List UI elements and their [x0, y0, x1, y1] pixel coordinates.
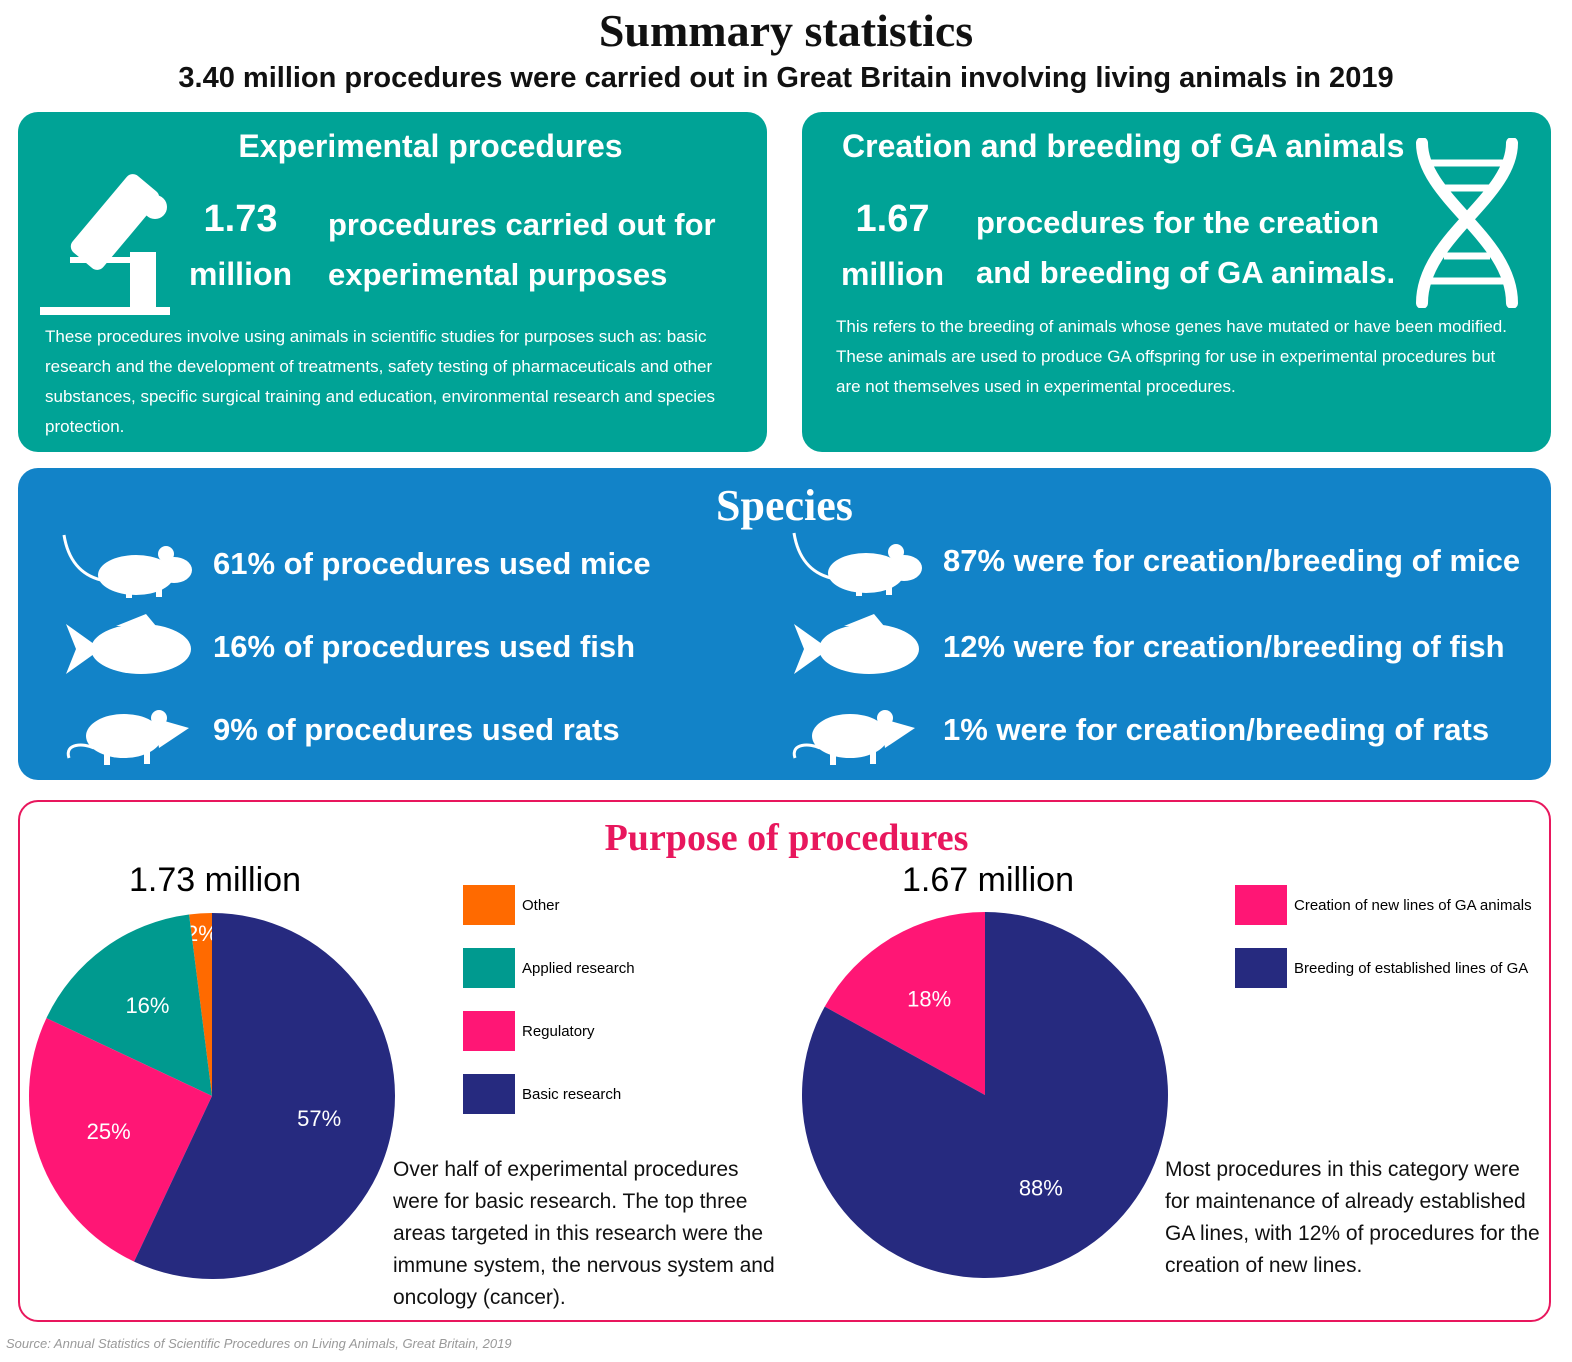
species-item: 12% were for creation/breeding of fish — [943, 629, 1505, 664]
legend-label: Breeding of established lines of GA — [1294, 960, 1528, 977]
experimental-panel: Experimental procedures 1.73 million pro… — [18, 112, 767, 452]
microscope-icon — [40, 174, 170, 315]
heading: Purpose of procedures — [604, 817, 969, 859]
unit: million — [840, 256, 945, 292]
slice-label: 57% — [297, 1106, 341, 1131]
number: 1.73 — [203, 198, 278, 240]
note: Over half of experimental procedures wer… — [393, 1158, 775, 1309]
pie-slice — [802, 912, 1168, 1278]
dna-icon — [1416, 138, 1518, 308]
title: Summary statistics — [598, 5, 974, 56]
slice-label: 25% — [87, 1119, 131, 1144]
number: 1.67 — [855, 198, 930, 240]
subtitle: 3.40 million procedures were carried out… — [178, 62, 1394, 94]
legend-swatch — [463, 1074, 515, 1114]
summary: procedures for the creation and breeding… — [976, 205, 1396, 290]
source: Source: Annual Statistics of Scientific … — [6, 1336, 512, 1351]
slice-label: 88% — [1019, 1175, 1063, 1200]
summary: procedures carried out for experimental … — [328, 207, 716, 292]
species-panel: Species 61% of procedures used mice 16% … — [18, 468, 1551, 780]
pie-title: 1.73 million — [129, 861, 301, 899]
ga-panel: Creation and breeding of GA animals 1.67… — [802, 112, 1551, 452]
legend-label: Creation of new lines of GA animals — [1294, 897, 1532, 914]
legend-swatch — [463, 1011, 515, 1051]
legend-swatch — [1235, 885, 1287, 925]
species-item: 61% of procedures used mice — [213, 546, 651, 581]
species-item: 9% of procedures used rats — [213, 712, 620, 747]
pie-slice — [46, 914, 212, 1096]
heading: Creation and breeding of GA animals — [842, 128, 1405, 164]
heading: Experimental procedures — [238, 128, 623, 164]
pie-slice — [134, 913, 396, 1279]
legend-label: Basic research — [522, 1086, 621, 1103]
legend-label: Other — [522, 897, 560, 914]
pie-slice — [824, 912, 985, 1095]
pie-title: 1.67 million — [902, 861, 1074, 899]
species-item: 16% of procedures used fish — [213, 629, 636, 664]
species-item: 1% were for creation/breeding of rats — [943, 712, 1490, 747]
legend-label: Applied research — [522, 960, 635, 977]
legend-swatch — [463, 948, 515, 988]
legend-swatch — [1235, 948, 1287, 988]
legend-swatch — [463, 885, 515, 925]
purpose-panel: Purpose of procedures Over half of exper… — [18, 800, 1551, 1322]
pie-slice — [28, 1018, 213, 1262]
heading: Species — [716, 481, 853, 530]
slice-label: 18% — [907, 986, 951, 1011]
description: This refers to the breeding of animals w… — [836, 317, 1507, 396]
slice-label: 16% — [125, 993, 169, 1018]
unit: million — [188, 256, 293, 292]
pie-slice — [189, 913, 212, 1096]
description: These procedures involve using animals i… — [45, 327, 715, 436]
legend-label: Regulatory — [522, 1023, 595, 1040]
species-item: 87% were for creation/breeding of mice — [943, 543, 1521, 578]
note: Most procedures in this category were fo… — [1165, 1158, 1540, 1277]
